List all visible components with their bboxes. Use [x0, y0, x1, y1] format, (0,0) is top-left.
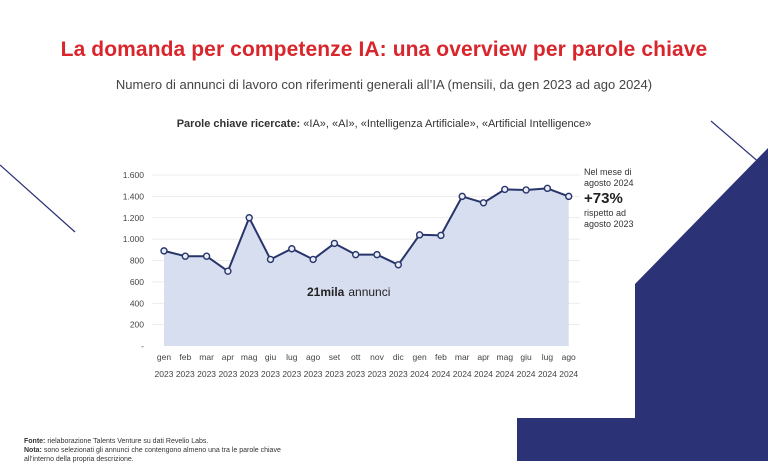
callout-growth: Nel mese di agosto 2024 +73% rispetto ad… — [584, 167, 674, 230]
footer-fonte: Fonte: rielaborazione Talents Venture su… — [24, 438, 209, 445]
x-tick-year: 2023 — [368, 369, 387, 379]
callout-line4: agosto 2023 — [584, 219, 634, 229]
x-tick-month: apr — [477, 352, 489, 362]
data-point — [543, 184, 552, 193]
keywords-line: Parole chiave ricercate: «IA», «AI», «In… — [0, 118, 768, 130]
callout-line3: rispetto ad — [584, 208, 627, 218]
data-point — [522, 186, 530, 194]
callout-line2: agosto 2024 — [584, 178, 634, 188]
data-point — [288, 245, 296, 253]
y-tick-label: 1.200 — [123, 213, 145, 223]
x-tick-year: 2024 — [453, 369, 472, 379]
callout-percentage: +73% — [584, 190, 623, 207]
decorative-line-left — [0, 164, 76, 233]
y-tick-label: 1.400 — [123, 191, 145, 201]
x-tick-month: apr — [222, 352, 234, 362]
x-tick-year: 2023 — [282, 369, 301, 379]
x-tick-month: mag — [497, 352, 514, 362]
x-tick-year: 2023 — [304, 369, 323, 379]
x-tick-month: gen — [157, 352, 171, 362]
data-point — [160, 247, 168, 255]
data-point — [458, 192, 466, 201]
x-tick-year: 2023 — [218, 369, 237, 379]
data-point — [266, 255, 275, 264]
x-tick-month: set — [329, 352, 341, 362]
data-point — [415, 231, 424, 239]
x-tick-year: 2023 — [325, 369, 344, 379]
decorative-line-right — [710, 120, 768, 171]
area-fill — [164, 188, 569, 346]
x-tick-year: 2024 — [517, 369, 536, 379]
x-tick-year: 2023 — [346, 369, 365, 379]
data-point — [565, 192, 573, 201]
x-tick-month: mar — [199, 352, 214, 362]
data-point — [352, 250, 360, 259]
x-tick-month: lug — [542, 352, 554, 362]
x-tick-month: ago — [562, 352, 576, 362]
x-axis-ticks: gen2023feb2023mar2023apr2023mag2023giu20… — [155, 352, 579, 379]
data-point — [202, 252, 211, 260]
keywords-label: Parole chiave ricercate: — [176, 118, 301, 130]
x-tick-year: 2024 — [495, 369, 514, 379]
y-tick-label: 600 — [130, 277, 144, 287]
footer-notes: Fonte: rielaborazione Talents Venture su… — [24, 437, 284, 464]
x-tick-month: feb — [435, 352, 447, 362]
x-tick-month: lug — [286, 352, 298, 362]
data-markers — [160, 184, 573, 275]
x-tick-month: giu — [520, 352, 532, 362]
data-point — [330, 239, 339, 248]
y-tick-label: 400 — [130, 298, 144, 308]
x-tick-month: feb — [179, 352, 191, 362]
x-tick-year: 2024 — [410, 369, 429, 379]
data-point — [479, 199, 488, 207]
x-tick-year: 2024 — [431, 369, 450, 379]
x-tick-year: 2024 — [474, 369, 493, 379]
x-tick-month: dic — [393, 352, 405, 362]
decorative-triangle-navy — [517, 148, 768, 461]
page-title: La domanda per competenze IA: una overvi… — [60, 38, 708, 61]
annotation-total: 21mila annunci — [307, 285, 390, 299]
x-tick-year: 2023 — [240, 369, 259, 379]
x-tick-month: mag — [241, 352, 258, 362]
x-tick-year: 2023 — [176, 369, 195, 379]
x-tick-year: 2023 — [389, 369, 408, 379]
page-subtitle: Numero di annunci di lavoro con riferime… — [115, 77, 653, 92]
data-point — [373, 250, 381, 259]
data-point — [501, 185, 509, 194]
y-tick-label: 800 — [130, 256, 144, 266]
data-point — [394, 261, 402, 269]
x-tick-year: 2024 — [538, 369, 557, 379]
x-tick-year: 2023 — [197, 369, 216, 379]
keywords-value: «IA», «AI», «Intelligenza Artificiale», … — [303, 118, 592, 130]
series-line — [163, 187, 570, 273]
annotation-total-bold: 21mila — [307, 285, 345, 299]
data-point — [437, 231, 445, 240]
callout-line1: Nel mese di — [584, 167, 632, 177]
footer-nota: Nota: sono selezionati gli annunci che c… — [24, 447, 281, 463]
data-point — [181, 252, 190, 260]
x-tick-month: gen — [413, 352, 427, 362]
y-tick-label: 1.000 — [123, 234, 145, 244]
x-tick-year: 2024 — [559, 369, 578, 379]
x-tick-year: 2023 — [155, 369, 174, 379]
y-tick-label: - — [141, 341, 144, 351]
y-axis-ticks: - 200 400 600 800 1.000 1.200 1.400 1.600 — [123, 170, 145, 351]
x-tick-month: nov — [370, 352, 384, 362]
x-tick-month: ago — [306, 352, 320, 362]
x-tick-month: giu — [265, 352, 277, 362]
data-point — [309, 255, 317, 264]
y-tick-label: 1.600 — [123, 170, 145, 180]
data-point — [245, 214, 253, 222]
y-tick-label: 200 — [130, 320, 144, 330]
x-tick-year: 2023 — [261, 369, 280, 379]
x-tick-month: ott — [351, 352, 361, 362]
x-tick-month: mar — [455, 352, 470, 362]
annotation-total-rest: annunci — [348, 285, 390, 299]
data-point — [224, 267, 232, 275]
